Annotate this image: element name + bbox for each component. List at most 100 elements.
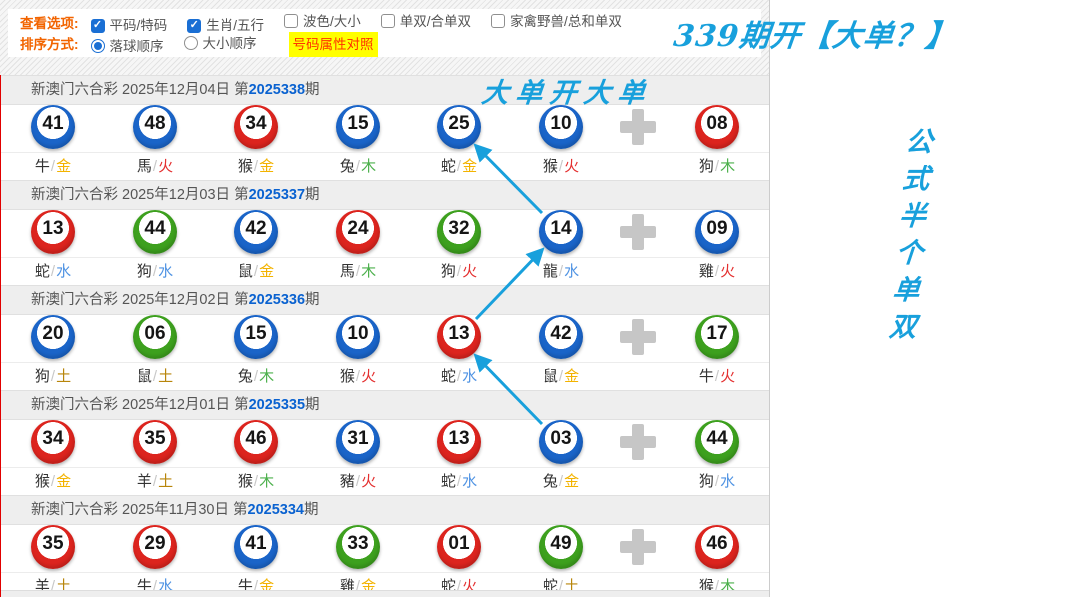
slash-separator: / — [714, 578, 720, 595]
ball-cell: 32 — [414, 210, 504, 254]
zodiac-text: 蛇 — [440, 158, 456, 175]
lottery-ball: 25 — [437, 105, 481, 149]
balls-area: 20 06 15 10 13 42 17 — [1, 315, 769, 359]
ball-number: 17 — [706, 323, 728, 344]
zodiac-text: 狗 — [698, 473, 714, 490]
special-ball-cell: 46 — [672, 525, 762, 569]
special-ball: 08 — [695, 105, 739, 149]
special-ball-cell: 17 — [672, 315, 762, 359]
plus-icon — [620, 529, 656, 565]
slash-separator: / — [50, 473, 56, 490]
special-ball: 17 — [695, 315, 739, 359]
sort-option-label: 落球顺序 — [109, 38, 164, 54]
sort-options-group: 落球顺序 大小顺序 — [90, 33, 277, 57]
balls-area: 13 44 42 24 32 14 09 — [1, 210, 769, 254]
ball-cell: 41 — [211, 525, 301, 569]
slash-separator: / — [714, 368, 720, 385]
ball-attribute-label: 牛/火 — [672, 363, 762, 390]
result-row: 新澳门六合彩 2025年12月03日 第2025337期 13 44 42 24 32 14… — [1, 180, 769, 285]
element-text: 火 — [361, 368, 377, 385]
annotation-text: 大单开大单 — [480, 78, 654, 109]
ball-attribute-label: 蛇/水 — [8, 258, 98, 285]
ball-attribute-label: 蛇/金 — [414, 153, 504, 180]
plus-icon — [620, 319, 656, 355]
sort-option[interactable]: 落球顺序 — [90, 36, 164, 57]
ball-number: 20 — [42, 323, 64, 344]
side-vertical-char: 双 — [888, 312, 918, 343]
slash-separator: / — [558, 263, 564, 280]
ball-number: 31 — [347, 428, 369, 449]
special-ball: 44 — [695, 420, 739, 464]
element-text: 土 — [158, 473, 174, 490]
ball-number: 13 — [448, 323, 470, 344]
ball-number: 44 — [144, 218, 166, 239]
slash-separator: / — [456, 578, 462, 595]
balls-area: 34 35 46 31 13 03 44 — [1, 420, 769, 464]
lottery-ball: 31 — [336, 420, 380, 464]
zodiac-text: 蛇 — [440, 473, 456, 490]
zodiac-text: 鼠 — [136, 368, 152, 385]
result-header-text: 新澳门六合彩 2025年11月30日 第 — [31, 502, 248, 518]
result-row: 新澳门六合彩 2025年12月04日 第2025338期 41 48 34 15 25 10… — [1, 75, 769, 180]
checkbox-unchecked-icon[interactable] — [491, 14, 506, 29]
radio-unselected-icon[interactable] — [183, 36, 198, 50]
view-option[interactable]: 生肖/五行 — [187, 15, 264, 36]
lottery-ball: 15 — [234, 315, 278, 359]
element-text: 木 — [361, 263, 377, 280]
ball-number: 06 — [144, 323, 166, 344]
radio-selected-icon[interactable] — [90, 39, 105, 53]
side-vertical-char: 式 — [900, 164, 931, 195]
controls-panel: 查看选项: 平码/特码 生肖/五行 波色/大小 单双/合单双 家禽野兽/总和单双 排序方… — [8, 9, 761, 57]
ball-number: 01 — [448, 533, 470, 554]
ball-number: 13 — [42, 218, 64, 239]
view-option[interactable]: 平码/特码 — [90, 15, 167, 36]
slash-separator: / — [253, 263, 259, 280]
ball-number: 46 — [706, 533, 728, 554]
zodiac-text: 狗 — [34, 368, 50, 385]
zodiac-text: 兔 — [339, 158, 355, 175]
slash-separator: / — [558, 368, 564, 385]
ball-attribute-label: 狗/水 — [110, 258, 200, 285]
slash-separator: / — [152, 368, 158, 385]
view-option-label: 单双/合单双 — [399, 13, 472, 29]
ball-cell: 35 — [110, 420, 200, 464]
sort-option[interactable]: 大小顺序 — [183, 33, 257, 54]
ball-attribute-label: 猴/木 — [211, 468, 301, 495]
view-option-label: 家禽野兽/总和单双 — [510, 13, 622, 29]
zodiac-text: 馬 — [136, 158, 152, 175]
checkbox-checked-icon[interactable] — [187, 18, 202, 33]
lottery-ball: 13 — [437, 315, 481, 359]
balls-area: 41 48 34 15 25 10 08 — [1, 105, 769, 149]
result-header-text: 新澳门六合彩 2025年12月04日 第 — [31, 82, 249, 98]
slash-separator: / — [253, 473, 259, 490]
element-text: 金 — [259, 263, 275, 280]
vertical-divider — [769, 0, 770, 597]
ball-attribute-label: 龍/水 — [516, 258, 606, 285]
ball-cell: 06 — [110, 315, 200, 359]
view-option[interactable]: 家禽野兽/总和单双 — [491, 11, 622, 32]
slash-separator: / — [355, 158, 361, 175]
ball-cell: 15 — [211, 315, 301, 359]
number-attribute-compare-link[interactable]: 号码属性对照 — [288, 32, 378, 57]
checkbox-checked-icon[interactable] — [90, 18, 105, 33]
slash-separator: / — [355, 368, 361, 385]
checkbox-unchecked-icon[interactable] — [284, 14, 299, 29]
ball-number: 25 — [448, 113, 470, 134]
lottery-ball: 34 — [234, 105, 278, 149]
ball-number: 41 — [42, 113, 64, 134]
ball-cell: 44 — [110, 210, 200, 254]
zodiac-text: 蛇 — [34, 263, 50, 280]
result-issue-suffix: 期 — [303, 502, 319, 518]
results-list: 新澳门六合彩 2025年12月04日 第2025338期 41 48 34 15 25 10… — [0, 75, 769, 597]
ball-number: 03 — [550, 428, 572, 449]
view-option[interactable]: 单双/合单双 — [380, 11, 472, 32]
ball-number: 35 — [42, 533, 64, 554]
slash-separator: / — [152, 578, 158, 595]
view-option[interactable]: 波色/大小 — [284, 11, 361, 32]
slash-separator: / — [152, 158, 158, 175]
lottery-ball: 13 — [31, 210, 75, 254]
ball-cell: 46 — [211, 420, 301, 464]
ball-number: 15 — [347, 113, 369, 134]
checkbox-unchecked-icon[interactable] — [380, 14, 395, 29]
element-text: 金 — [56, 473, 72, 490]
